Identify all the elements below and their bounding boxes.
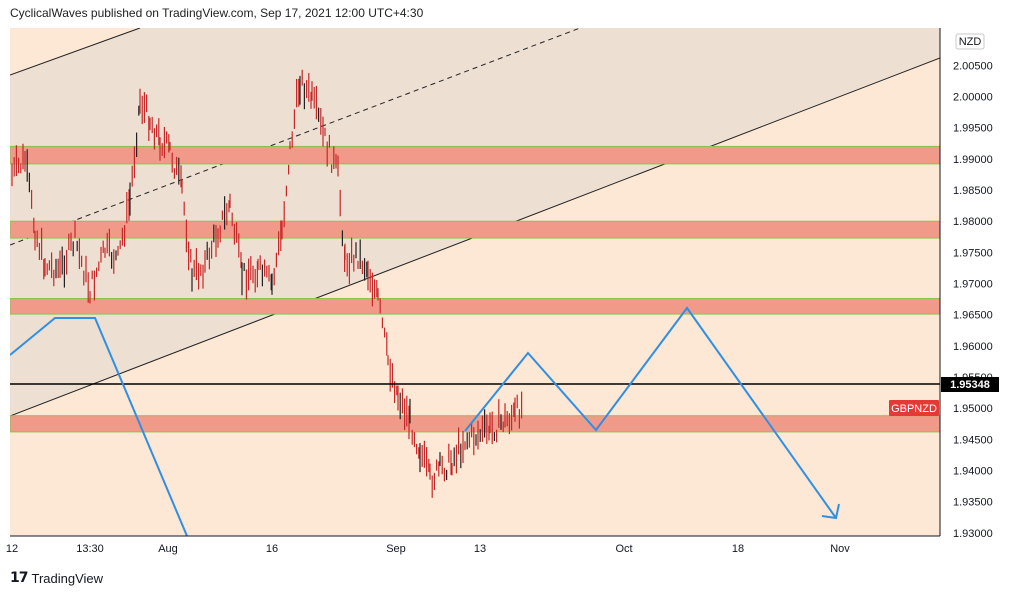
channel-upper-line bbox=[10, 28, 141, 76]
x-tick-label: 18 bbox=[732, 543, 744, 555]
y-tick-label: 1.95000 bbox=[953, 403, 993, 415]
projection-arrowhead bbox=[821, 503, 840, 520]
x-tick-label: Sep bbox=[386, 543, 406, 555]
symbol-badge bbox=[889, 400, 939, 416]
x-tick-label: 16 bbox=[266, 543, 278, 555]
publish-info: CyclicalWaves published on TradingView.c… bbox=[10, 6, 424, 20]
symbol-label: GBPNZD bbox=[891, 403, 937, 415]
price-zone-1 bbox=[10, 145, 940, 165]
y-tick-label: 1.94000 bbox=[953, 466, 993, 478]
tradingview-brand-text: TradingView bbox=[31, 570, 104, 586]
projection-path-right bbox=[464, 306, 837, 519]
x-tick-label: Nov bbox=[830, 543, 850, 555]
price-zone-2 bbox=[10, 220, 940, 239]
tradingview-logo-icon: 17 bbox=[10, 570, 29, 586]
y-tick-label: 1.97000 bbox=[953, 279, 993, 291]
y-tick-label: 1.99500 bbox=[953, 123, 993, 135]
x-tick-label: Aug bbox=[158, 543, 178, 555]
x-tick-label: 12 bbox=[6, 543, 18, 555]
y-tick-label: 2.00500 bbox=[953, 60, 993, 72]
footer-branding: 17 TradingView bbox=[10, 570, 103, 586]
y-tick-label: 1.98000 bbox=[953, 216, 993, 228]
x-tick-label: Oct bbox=[615, 543, 632, 555]
y-tick-label: 1.96500 bbox=[953, 310, 993, 322]
y-tick-label: 1.98500 bbox=[953, 185, 993, 197]
price-zone-4 bbox=[10, 415, 940, 433]
y-tick-label: 1.93000 bbox=[953, 528, 993, 540]
y-tick-label: 1.96000 bbox=[953, 341, 993, 353]
current-price-badge bbox=[941, 377, 999, 392]
currency-label: NZD bbox=[959, 36, 982, 48]
x-tick-label: 13 bbox=[474, 543, 486, 555]
current-price-label: 1.95348 bbox=[950, 379, 990, 391]
y-tick-label: 1.97500 bbox=[953, 247, 993, 259]
y-tick-label: 1.94500 bbox=[953, 434, 993, 446]
projection-path-left bbox=[10, 317, 188, 536]
price-zone-3 bbox=[10, 298, 940, 315]
currency-badge bbox=[955, 33, 985, 50]
y-tick-label: 1.93500 bbox=[953, 497, 993, 509]
y-tick-label: 1.99000 bbox=[953, 154, 993, 166]
y-tick-label: 2.00000 bbox=[953, 92, 993, 104]
x-tick-label: 13:30 bbox=[76, 543, 104, 555]
channel-middle-line bbox=[10, 28, 581, 246]
